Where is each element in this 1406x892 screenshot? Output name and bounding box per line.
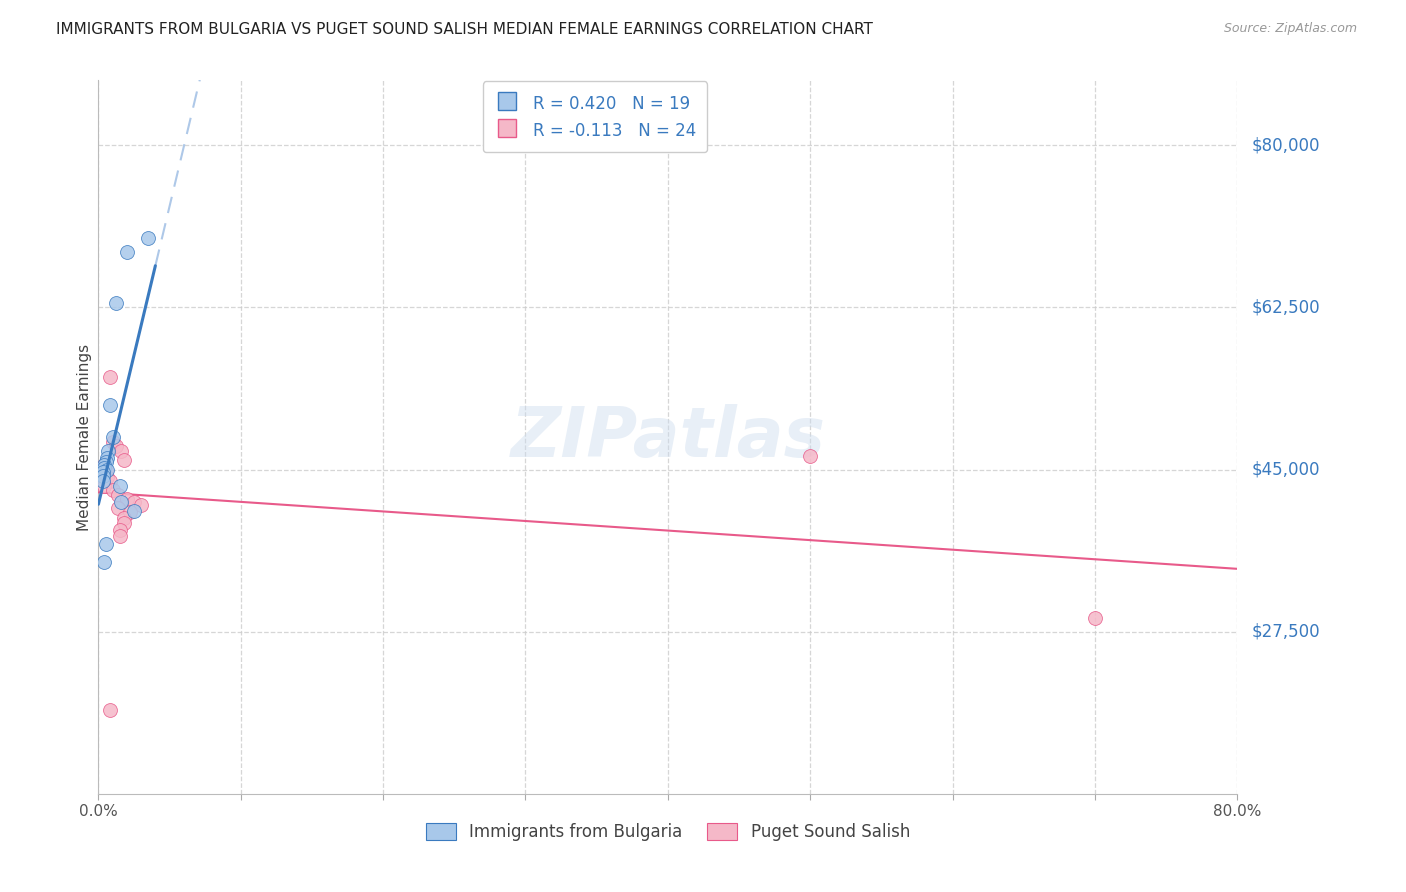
Point <box>93 458 115 472</box>
Y-axis label: Median Female Earnings: Median Female Earnings <box>77 343 91 531</box>
Point <box>93 460 115 475</box>
Point <box>91 465 114 479</box>
Point <box>107 488 129 502</box>
Point <box>112 510 135 524</box>
Point <box>96 470 118 484</box>
Point <box>97 444 120 458</box>
Point <box>107 501 129 516</box>
Point <box>129 498 152 512</box>
Text: ZIPatlas: ZIPatlas <box>510 403 825 471</box>
Point <box>110 495 132 509</box>
Point <box>101 434 124 449</box>
Point <box>115 492 138 507</box>
Point <box>98 703 121 717</box>
Point <box>101 483 124 497</box>
Point <box>94 536 117 550</box>
Point <box>94 455 117 469</box>
Point <box>98 474 121 488</box>
Point <box>96 462 118 476</box>
Point <box>108 479 131 493</box>
Text: $80,000: $80,000 <box>1251 136 1320 154</box>
Point <box>108 523 131 537</box>
Point <box>98 398 121 412</box>
Point <box>101 430 124 444</box>
Point <box>104 295 127 310</box>
Point <box>112 453 135 467</box>
Point <box>1084 611 1107 625</box>
Text: $45,000: $45,000 <box>1251 460 1320 478</box>
Legend: Immigrants from Bulgaria, Puget Sound Salish: Immigrants from Bulgaria, Puget Sound Sa… <box>418 815 918 850</box>
Point <box>799 449 821 463</box>
Point <box>93 479 115 493</box>
Point <box>93 555 115 569</box>
Text: IMMIGRANTS FROM BULGARIA VS PUGET SOUND SALISH MEDIAN FEMALE EARNINGS CORRELATIO: IMMIGRANTS FROM BULGARIA VS PUGET SOUND … <box>56 22 873 37</box>
Text: $62,500: $62,500 <box>1251 298 1320 317</box>
Point <box>108 529 131 543</box>
Point <box>112 516 135 531</box>
Point <box>104 439 127 453</box>
Point <box>136 231 159 245</box>
Point <box>96 451 118 466</box>
Point <box>91 474 114 488</box>
Point <box>98 369 121 384</box>
Text: $27,500: $27,500 <box>1251 623 1320 640</box>
Text: Source: ZipAtlas.com: Source: ZipAtlas.com <box>1223 22 1357 36</box>
Point <box>122 495 145 509</box>
Point <box>91 469 114 483</box>
Point <box>115 244 138 259</box>
Point <box>122 504 145 518</box>
Point <box>110 444 132 458</box>
Point <box>93 458 115 472</box>
Point <box>94 464 117 478</box>
Point <box>118 505 141 519</box>
